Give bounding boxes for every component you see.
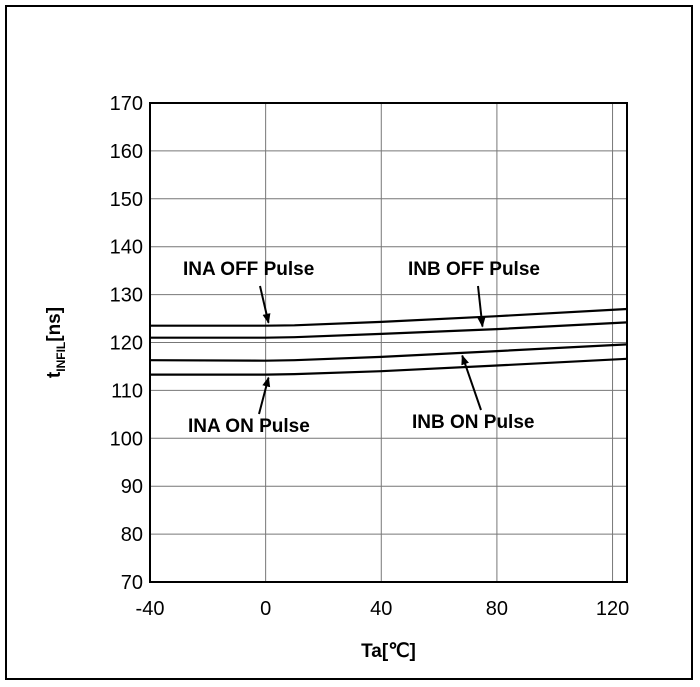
annotation-arrow <box>258 376 271 415</box>
y-tick-label: 90 <box>121 476 143 498</box>
y-tick-label: 80 <box>121 524 143 546</box>
y-axis-label-subscript: INFIL <box>54 342 68 372</box>
grid-lines <box>149 102 627 583</box>
annotations: INA OFF Pulse INB OFF Pulse INA ON Pulse IN… <box>183 259 540 437</box>
annotation-arrow <box>461 354 482 411</box>
y-axis-label-unit: [ns] <box>44 307 65 342</box>
y-tick-label: 170 <box>110 93 143 115</box>
series-line-3 <box>149 343 628 362</box>
y-tick-label: 160 <box>110 141 143 163</box>
y-axis-label: tINFIL[ns] <box>44 307 68 378</box>
annotation-label: INB OFF Pulse <box>408 259 540 280</box>
y-tick-label: 150 <box>110 189 143 211</box>
annotation-arrow <box>259 285 271 324</box>
x-tick-label: 40 <box>370 598 392 620</box>
x-tick-label: 0 <box>260 598 271 620</box>
tick-labels: 70 80 90 100 110 120 130 140 150 160 170 -40 0 40 80 12… <box>110 93 630 620</box>
x-tick-label: -40 <box>136 598 165 620</box>
y-tick-label: 100 <box>110 428 143 450</box>
y-tick-label: 120 <box>110 333 143 355</box>
plot-area-border <box>149 102 628 583</box>
x-axis-label: Ta[℃] <box>361 641 416 662</box>
series-line-1 <box>150 307 628 327</box>
y-tick-label: 110 <box>111 380 143 402</box>
y-tick-label: 130 <box>110 285 143 307</box>
series-line-2 <box>150 321 628 339</box>
y-axis-label-base: t <box>44 371 65 378</box>
x-tick-label: 80 <box>486 598 508 620</box>
y-tick-label: 140 <box>110 237 143 259</box>
annotation-label: INA ON Pulse <box>188 416 310 437</box>
y-tick-label: 70 <box>121 572 143 594</box>
annotation-arrow <box>477 285 486 328</box>
x-tick-label: 120 <box>596 598 629 620</box>
series-lines <box>149 307 628 376</box>
annotation-label: INB ON Pulse <box>412 412 534 433</box>
annotation-label: INA OFF Pulse <box>183 259 314 280</box>
series-line-4 <box>150 357 628 376</box>
